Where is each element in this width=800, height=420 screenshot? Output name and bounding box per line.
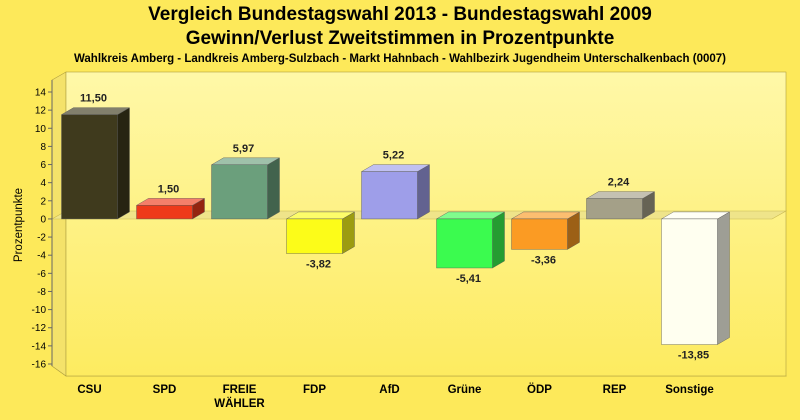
x-tick-label-line: WÄHLER [214,397,265,410]
x-tick-label-line: FREIE [223,384,257,396]
y-tick-label: 6 [40,160,46,171]
y-tick-label: -10 [32,305,47,316]
x-tick-label-line: CSU [77,384,101,396]
y-tick-label: -8 [37,287,46,298]
bar [285,211,356,254]
chart-caption: Wahlkreis Amberg - Landkreis Amberg-Sulz… [73,53,727,65]
data-label: -3,82 [306,259,331,271]
bar [360,164,431,220]
x-tick-label: ÖDP [527,383,552,396]
bar-front [286,218,343,254]
y-tick-label: 12 [35,106,47,117]
x-tick-label-line: AfD [379,384,399,396]
bar-front [136,205,193,220]
y-tick-label: 8 [40,142,46,153]
x-tick-label-line: FDP [303,384,326,396]
x-tick-label: SPD [153,384,177,396]
y-tick-label: 0 [40,214,46,225]
bar-front [436,218,493,269]
x-tick-label-line: Sonstige [665,384,714,396]
data-label: 11,50 [80,93,107,105]
y-tick-label: 14 [35,88,47,99]
x-tick-label: FREIE WÄHLER [214,384,265,410]
bar-front [586,198,643,220]
data-label: -3,36 [531,254,556,266]
y-tick-label: 4 [40,178,46,189]
data-label: 5,22 [383,150,404,162]
bar [210,157,281,220]
y-tick-label: -12 [32,323,47,334]
y-tick-label: -14 [32,341,47,352]
bar-front [61,114,118,220]
y-tick-label: -2 [37,233,46,244]
y-tick-label: -16 [32,360,47,371]
data-label: 1,50 [158,183,179,195]
x-tick-label: Sonstige [665,384,714,396]
x-tick-label: Grüne [448,384,482,396]
y-tick-label: -6 [37,269,46,280]
bar-top [135,198,206,206]
y-tick-label: 2 [40,196,46,207]
bar [660,211,731,345]
bar-front [511,218,568,250]
data-label: -13,85 [678,350,709,362]
bar-top [585,191,656,199]
bar [585,191,656,220]
chart-subtitle: Gewinn/Verlust Zweitstimmen in Prozentpu… [185,28,615,49]
bar-top [285,211,356,220]
bar-front [361,171,418,220]
bar-top [60,107,131,115]
bar-top [660,211,731,220]
bar-top [360,164,431,172]
x-tick-label-line: ÖDP [527,383,552,396]
bar-front [661,218,718,345]
bar-side [417,164,430,220]
bar-top [510,211,581,220]
x-tick-label: AfD [379,384,399,396]
bar-top [210,157,281,166]
y-axis-label: Prozentpunkte [13,188,25,262]
x-tick-label: CSU [77,384,101,396]
x-tick-label-line: REP [603,384,627,396]
bar-side [717,211,730,345]
data-label: -5,41 [456,273,481,285]
y-tick-label: -4 [37,251,46,262]
y-tick-label: 10 [35,124,47,135]
bar [510,211,581,250]
bar [60,107,131,220]
data-label: 5,97 [233,143,254,155]
chart-title: Vergleich Bundestagswahl 2013 - Bundesta… [148,4,652,25]
x-tick-label: REP [603,384,627,396]
data-label: 2,24 [608,177,630,189]
bar-side [492,211,505,269]
bar-front [211,164,268,220]
x-tick-label: FDP [303,384,326,396]
bar-side [342,211,355,254]
bar [435,211,506,269]
x-tick-label-line: SPD [153,384,177,396]
x-tick-label-line: Grüne [448,384,482,396]
bar [135,197,206,220]
bar-side [117,107,130,220]
bar-side [267,157,280,220]
bar-top [435,211,506,220]
